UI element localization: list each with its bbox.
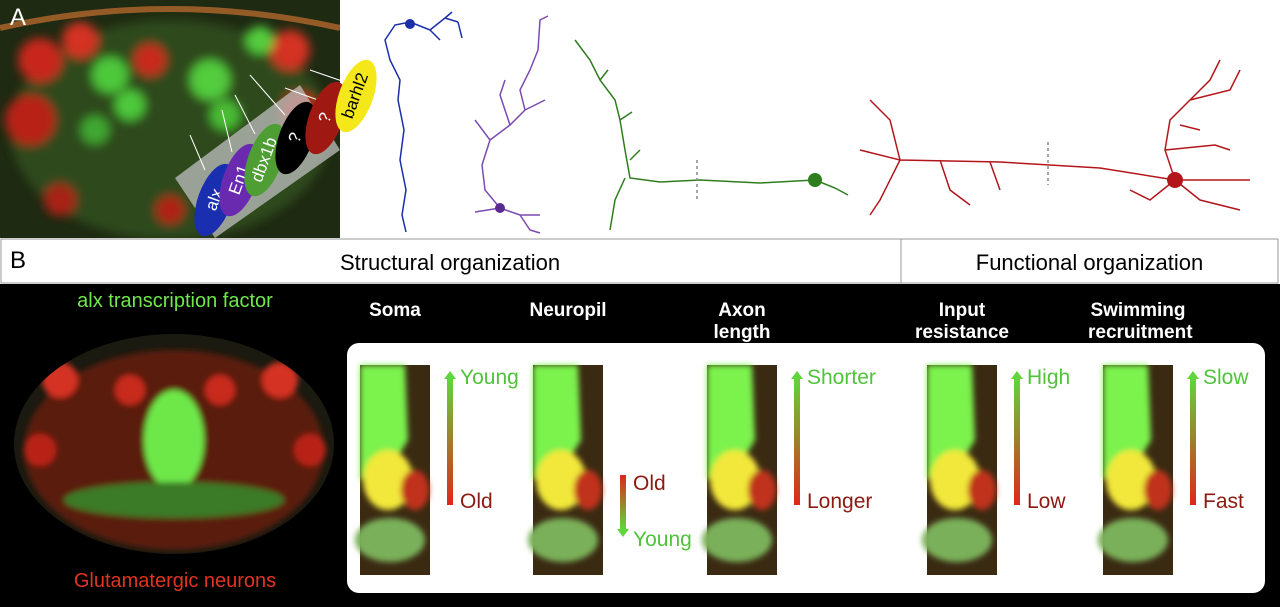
microscopy-crop — [355, 365, 430, 575]
section-header: Structural organization — [339, 250, 561, 275]
gradient-label: Young — [633, 528, 692, 551]
panel-label: A — [10, 4, 27, 31]
column-title: Input resistance — [914, 300, 1009, 343]
gradient-label: Old — [633, 472, 666, 495]
green-cells — [533, 365, 581, 480]
microscopy-crop — [922, 365, 997, 575]
crop-blobs — [355, 365, 429, 562]
gradient-label: Shorter — [807, 366, 876, 389]
yellow-cells — [710, 450, 760, 510]
gradient-label: Fast — [1203, 490, 1244, 513]
column-title: Soma — [369, 300, 421, 321]
gene-ellipse-shape — [335, 59, 377, 133]
green-cells — [707, 365, 755, 480]
arrow-head — [1187, 371, 1199, 379]
gradient-label: Longer — [807, 490, 873, 513]
green-cells — [927, 365, 975, 480]
gene-ellipse-shape — [244, 123, 286, 197]
crop-blobs — [702, 365, 776, 562]
columns — [355, 365, 1199, 575]
image-label: alx transcription factor — [77, 290, 273, 312]
crop-blobs — [1098, 365, 1172, 562]
gradient-arrow — [447, 378, 453, 505]
microscopy-crop — [1098, 365, 1173, 575]
column-title: Axon length — [713, 300, 771, 343]
red-cells — [1144, 470, 1172, 510]
red-cells — [574, 470, 602, 510]
gradient-arrow — [620, 475, 626, 529]
gradient-label: Old — [460, 490, 493, 513]
green-cells — [360, 365, 408, 480]
microscopy-crop — [528, 365, 603, 575]
column-title: Neuropil — [529, 300, 607, 321]
lower-green — [528, 518, 598, 562]
microscopy-b — [14, 334, 334, 554]
gradient-arrow — [794, 378, 800, 505]
crop-blobs — [922, 365, 996, 562]
gene-ellipse: dbx1b — [244, 123, 286, 197]
green-cells — [1103, 365, 1151, 480]
red-cells — [401, 470, 429, 510]
gradient-label: High — [1027, 366, 1071, 389]
gradient-arrow — [1014, 378, 1020, 505]
yellow-cells — [363, 450, 413, 510]
microscopy-crop — [702, 365, 777, 575]
gradient-label: Low — [1027, 490, 1066, 513]
arrow-head — [444, 371, 456, 379]
crop-blobs — [528, 365, 602, 562]
arrow-head — [791, 371, 803, 379]
gradient-label: Slow — [1203, 366, 1249, 389]
column-title: Swimming recruitment — [1088, 300, 1193, 343]
functional-box — [900, 238, 1279, 284]
arrow-head — [617, 529, 629, 537]
arrow-head — [1011, 371, 1023, 379]
yellow-cells — [930, 450, 980, 510]
lower-green — [922, 518, 992, 562]
gradient-label: Young — [460, 366, 519, 389]
red-cells — [968, 470, 996, 510]
section-header: Functional organization — [975, 250, 1204, 275]
gene-ellipse: ? — [305, 81, 347, 155]
lower-green — [702, 518, 772, 562]
lower-green — [355, 518, 425, 562]
neuron-tracings — [384, 11, 1250, 234]
gradient-arrow — [1190, 378, 1196, 505]
gene-ellipse-shape — [305, 81, 347, 155]
gene-ellipse: ? — [275, 101, 317, 175]
panel-label: B — [10, 247, 27, 274]
gene-ellipse: barhl2 — [335, 59, 377, 133]
gene-ellipse-shape — [275, 101, 317, 175]
red-cells — [748, 470, 776, 510]
image-label: Glutamatergic neurons — [73, 570, 277, 592]
yellow-cells — [1106, 450, 1156, 510]
lower-green — [1098, 518, 1168, 562]
yellow-cells — [536, 450, 586, 510]
